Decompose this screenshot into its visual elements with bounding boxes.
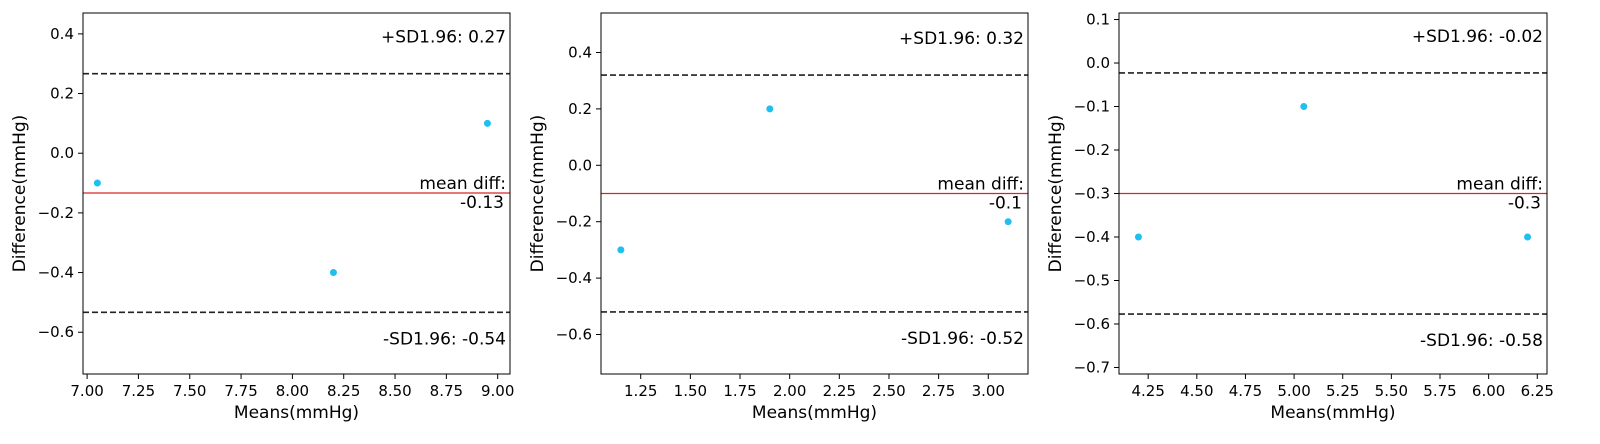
y-axis-title: Difference(mmHg) [528,115,548,273]
subplot-2: 1.25 1.50 1.75 2.00 2.25 2.50 2.75 3.00 −0.6 −0.4… [528,12,1029,423]
x-tick-label: 5.00 [1277,382,1310,400]
y-tick-label: 0.4 [50,25,74,43]
mean-diff-label: mean diff: [419,174,506,194]
mean-diff-label: mean diff: [1456,175,1543,195]
x-tick-label: 9.00 [481,382,514,400]
y-tick-label: −0.4 [556,269,592,287]
subplot-1: 7.00 7.25 7.50 7.75 8.00 8.25 8.50 8.75 9.00 −0.6… [10,12,514,423]
x-tick-label: 4.50 [1180,382,1213,400]
y-axis-title: Difference(mmHg) [1046,115,1066,273]
lower-sd-annotation: -SD1.96: -0.58 [1420,331,1543,351]
mean-diff-value: -0.3 [1508,194,1541,214]
y-tick-label: 0.2 [568,100,592,118]
x-axis-title: Means(mmHg) [234,403,359,423]
y-tick-label: 0.0 [50,144,74,162]
x-tick-label: 5.25 [1326,382,1359,400]
y-tick-label: 0.4 [568,43,592,61]
mean-diff-value: -0.13 [460,193,504,213]
x-tick-label: 2.75 [922,382,955,400]
y-tick-label: −0.2 [38,204,74,222]
x-axis-title: Means(mmHg) [1270,403,1395,423]
x-axis-title: Means(mmHg) [752,403,877,423]
y-tick-label: −0.2 [556,213,592,231]
x-tick-label: 7.50 [173,382,206,400]
data-point [483,119,491,127]
y-tick-label: −0.7 [1074,358,1110,376]
mean-diff-value: -0.1 [989,194,1022,214]
lower-sd-annotation: -SD1.96: -0.54 [383,329,506,349]
x-tick-label: 5.50 [1375,382,1408,400]
x-tick-label: 4.25 [1131,382,1164,400]
data-point [93,179,101,187]
x-tick-label: 6.00 [1472,382,1505,400]
x-tick-label: 8.75 [430,382,463,400]
y-tick-label: −0.2 [1074,141,1110,159]
y-tick-label: 0.1 [1086,11,1110,29]
x-tick-label: 7.25 [122,382,155,400]
x-tick-label: 7.00 [70,382,103,400]
y-tick-label: 0.0 [1086,54,1110,72]
y-tick-label: −0.3 [1074,185,1110,203]
subplot-3: 4.25 4.50 4.75 5.00 5.25 5.50 5.75 6.00 6.25 −0.7… [1046,11,1554,423]
y-tick-label: −0.4 [1074,228,1110,246]
x-tick-label: 2.00 [773,382,806,400]
x-tick-label: 1.25 [624,382,657,400]
data-point [1300,103,1308,111]
upper-sd-annotation: +SD1.96: 0.27 [381,28,506,48]
data-point [617,246,625,254]
y-tick-label: −0.1 [1074,98,1110,116]
upper-sd-annotation: +SD1.96: -0.02 [1412,27,1543,47]
y-tick-label: −0.6 [1074,315,1110,333]
data-point [766,105,774,113]
x-tick-label: 4.75 [1229,382,1262,400]
x-tick-label: 1.50 [674,382,707,400]
x-tick-label: 8.25 [327,382,360,400]
data-point [1004,218,1012,226]
x-tick-label: 5.75 [1423,382,1456,400]
x-tick-label: 8.00 [276,382,309,400]
y-tick-label: −0.4 [38,264,74,282]
x-tick-label: 3.00 [972,382,1005,400]
x-tick-label: 6.25 [1521,382,1554,400]
data-point [329,269,337,277]
x-tick-label: 2.50 [872,382,905,400]
y-tick-label: −0.5 [1074,271,1110,289]
x-tick-label: 8.50 [378,382,411,400]
lower-sd-annotation: -SD1.96: -0.52 [901,329,1024,349]
y-axis-title: Difference(mmHg) [10,115,30,273]
axes-frame [600,12,1029,375]
y-tick-label: −0.6 [38,323,74,341]
data-point [1524,233,1532,241]
mean-diff-label: mean diff: [937,175,1024,195]
y-tick-label: 0.0 [568,156,592,174]
upper-sd-annotation: +SD1.96: 0.32 [899,29,1024,49]
x-tick-label: 2.25 [823,382,856,400]
x-tick-label: 1.75 [723,382,756,400]
x-tick-label: 7.75 [224,382,257,400]
data-point [1134,233,1142,241]
axes-frame [82,12,511,375]
y-tick-label: 0.2 [50,85,74,103]
y-tick-label: −0.6 [556,326,592,344]
